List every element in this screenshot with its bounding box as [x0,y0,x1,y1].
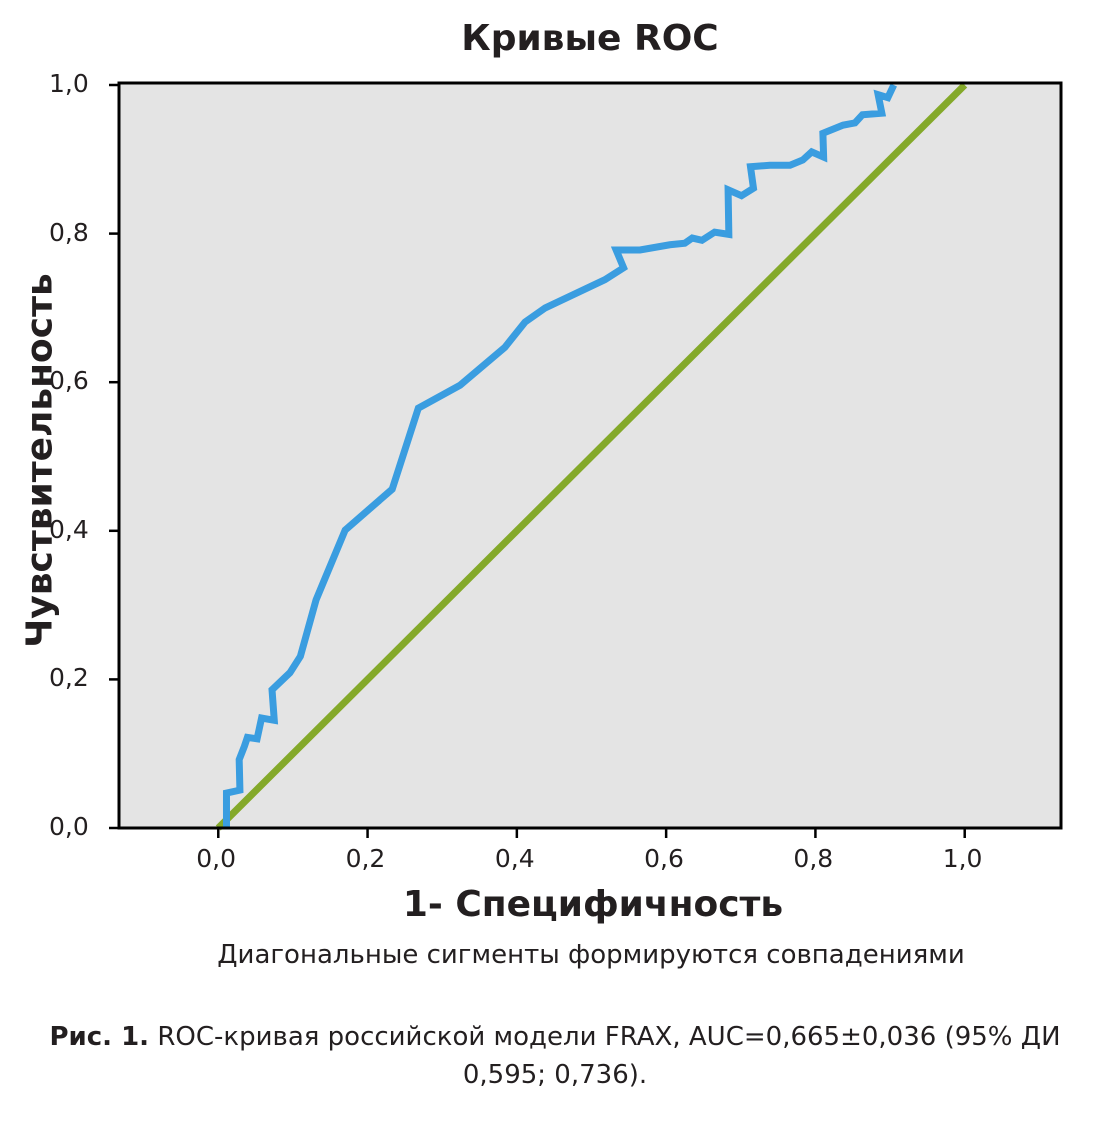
roc-curve [222,83,897,828]
y-tick-label: 0,4 [49,514,89,544]
x-tick-label: 0,0 [196,844,237,873]
plot-border [117,81,1063,830]
chart-title: Кривые ROC [461,18,719,59]
y-axis-label: Чувствительность [19,273,61,648]
x-tick-label: 0,4 [494,844,535,873]
x-tick-label: 1,0 [942,844,983,873]
chart-note: Диагональные сигменты формируются совпад… [217,940,965,970]
y-tick-label: 0,2 [49,663,89,693]
x-tick-label: 0,2 [345,844,386,873]
reference-line [215,82,968,831]
y-tick-label: 0,8 [49,217,89,247]
caption-text: ROC-кривая российской модели FRAX, AUC=0… [149,1022,1061,1090]
y-tick-label: 1,0 [49,69,89,98]
x-tick-label: 0,8 [793,844,834,873]
caption-label: Рис. 1. [49,1022,150,1052]
x-tick-label: 0,6 [644,844,684,873]
y-tick-label: 0,0 [49,812,89,841]
x-axis-label: 1- Специфичность [402,884,784,925]
y-tick-label: 0,6 [49,366,89,396]
figure-caption: Рис. 1. ROC-кривая российской модели FRA… [40,1018,1070,1094]
